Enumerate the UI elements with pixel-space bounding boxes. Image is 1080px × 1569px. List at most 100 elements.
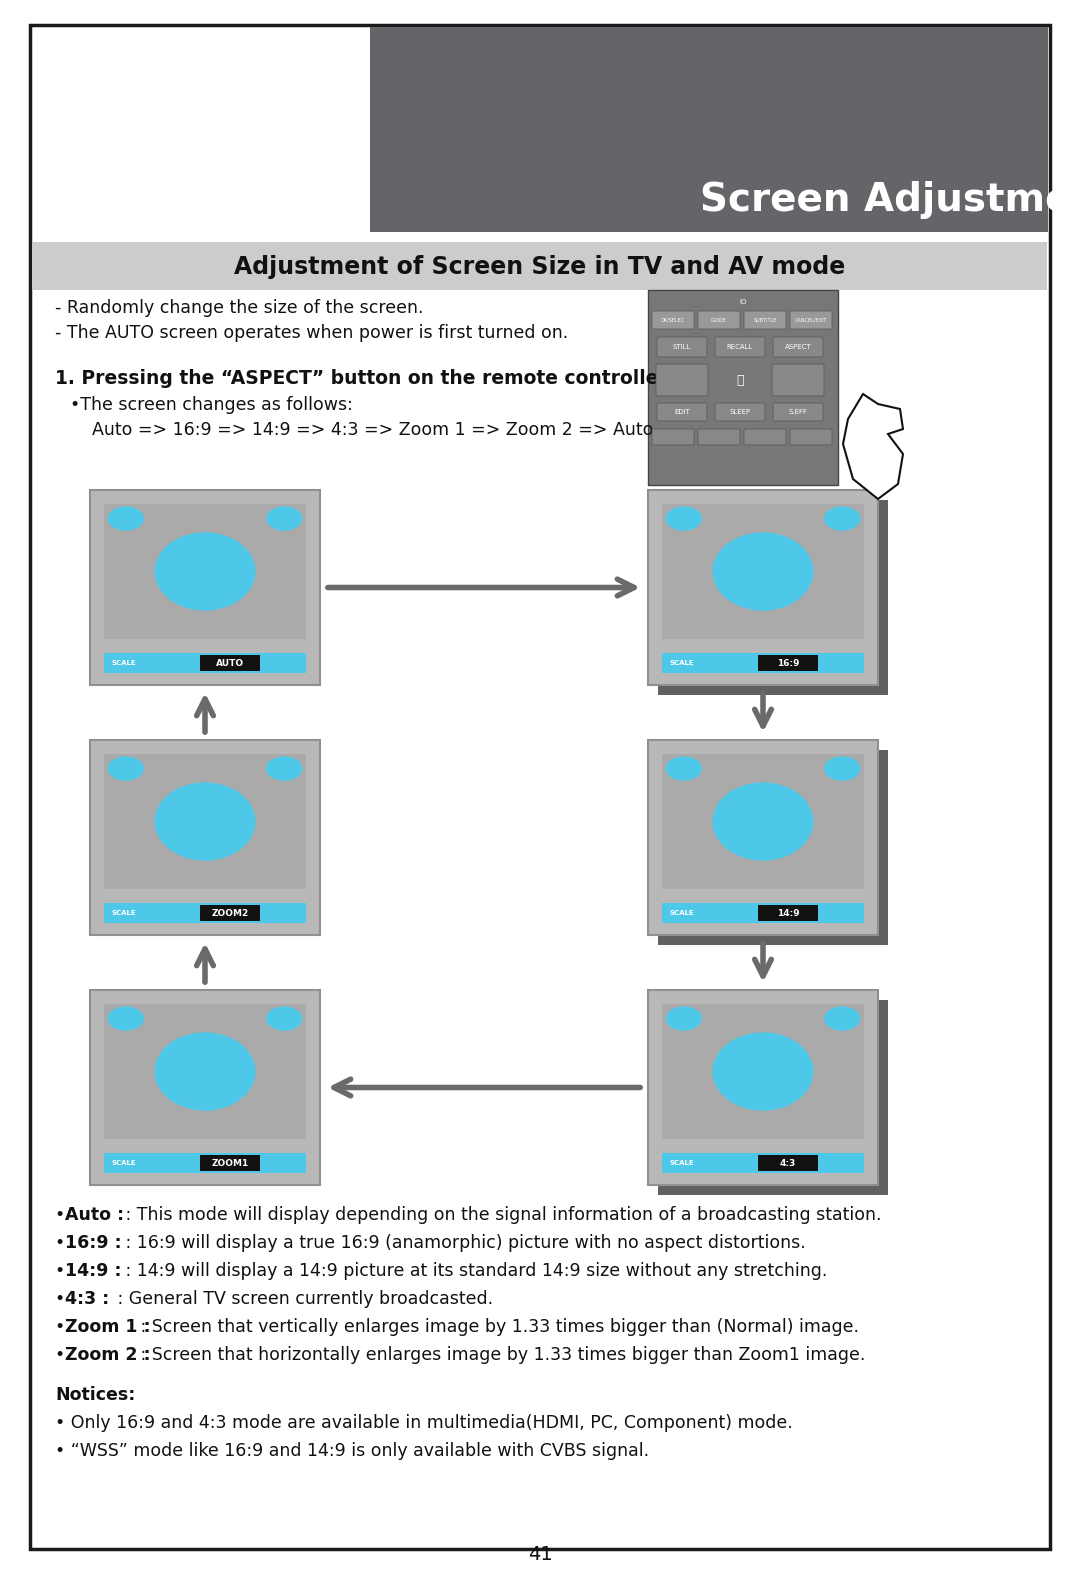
- Text: CANCEL/EXIT: CANCEL/EXIT: [795, 317, 827, 323]
- Ellipse shape: [713, 783, 813, 861]
- Text: OK/SELEC: OK/SELEC: [661, 317, 685, 323]
- Ellipse shape: [824, 756, 861, 781]
- Text: 16:9: 16:9: [777, 659, 799, 667]
- Ellipse shape: [665, 507, 702, 530]
- FancyBboxPatch shape: [656, 364, 708, 395]
- Text: SUBTITLE: SUBTITLE: [754, 317, 777, 323]
- Ellipse shape: [266, 1006, 302, 1031]
- Text: SCALE: SCALE: [670, 661, 694, 665]
- Text: 4:3 :: 4:3 :: [65, 1290, 109, 1309]
- FancyBboxPatch shape: [104, 653, 306, 673]
- Ellipse shape: [713, 532, 813, 610]
- Text: SCALE: SCALE: [112, 910, 137, 916]
- Text: GUIDE: GUIDE: [712, 317, 727, 323]
- Text: IO: IO: [740, 300, 746, 304]
- Text: ⓘ: ⓘ: [737, 373, 744, 386]
- FancyBboxPatch shape: [90, 741, 320, 935]
- Text: - The AUTO screen operates when power is first turned on.: - The AUTO screen operates when power is…: [55, 325, 568, 342]
- Text: : General TV screen currently broadcasted.: : General TV screen currently broadcaste…: [112, 1290, 492, 1309]
- Text: ASPECT: ASPECT: [785, 344, 811, 350]
- FancyBboxPatch shape: [772, 364, 824, 395]
- FancyBboxPatch shape: [90, 990, 320, 1185]
- FancyBboxPatch shape: [657, 337, 707, 358]
- FancyBboxPatch shape: [758, 1155, 818, 1170]
- Text: •The screen changes as follows:: •The screen changes as follows:: [70, 395, 353, 414]
- Ellipse shape: [154, 783, 256, 861]
- FancyBboxPatch shape: [658, 750, 888, 945]
- Ellipse shape: [108, 1006, 144, 1031]
- FancyBboxPatch shape: [30, 25, 1050, 1549]
- FancyBboxPatch shape: [789, 428, 832, 446]
- Text: : 14:9 will display a 14:9 picture at its standard 14:9 size without any stretch: : 14:9 will display a 14:9 picture at it…: [120, 1261, 827, 1280]
- FancyBboxPatch shape: [658, 501, 888, 695]
- Text: ZOOM2: ZOOM2: [212, 908, 248, 918]
- Text: •: •: [55, 1318, 71, 1335]
- FancyBboxPatch shape: [662, 1153, 864, 1174]
- Ellipse shape: [266, 507, 302, 530]
- Ellipse shape: [824, 507, 861, 530]
- FancyBboxPatch shape: [662, 653, 864, 673]
- FancyBboxPatch shape: [104, 504, 306, 639]
- Text: •: •: [55, 1233, 71, 1252]
- FancyBboxPatch shape: [744, 311, 786, 329]
- Text: STILL: STILL: [673, 344, 691, 350]
- Text: : Screen that vertically enlarges image by 1.33 times bigger than (Normal) image: : Screen that vertically enlarges image …: [135, 1318, 860, 1335]
- FancyBboxPatch shape: [33, 242, 1047, 290]
- Text: Zoom 2 :: Zoom 2 :: [65, 1346, 150, 1363]
- Text: 16:9 :: 16:9 :: [65, 1233, 122, 1252]
- FancyBboxPatch shape: [657, 403, 707, 420]
- Text: : 16:9 will display a true 16:9 (anamorphic) picture with no aspect distortions.: : 16:9 will display a true 16:9 (anamorp…: [120, 1233, 806, 1252]
- FancyBboxPatch shape: [652, 311, 694, 329]
- FancyBboxPatch shape: [758, 905, 818, 921]
- FancyBboxPatch shape: [662, 504, 864, 639]
- Text: •: •: [55, 1346, 71, 1363]
- Text: SCALE: SCALE: [670, 1159, 694, 1166]
- Ellipse shape: [665, 756, 702, 781]
- Ellipse shape: [154, 532, 256, 610]
- FancyBboxPatch shape: [648, 990, 878, 1185]
- Text: 1. Pressing the “ASPECT” button on the remote controller.: 1. Pressing the “ASPECT” button on the r…: [55, 369, 672, 388]
- Text: •: •: [55, 1261, 71, 1280]
- FancyBboxPatch shape: [104, 755, 306, 890]
- FancyBboxPatch shape: [715, 337, 765, 358]
- Text: 4:3: 4:3: [780, 1158, 796, 1167]
- FancyBboxPatch shape: [773, 403, 823, 420]
- FancyBboxPatch shape: [715, 403, 765, 420]
- FancyBboxPatch shape: [648, 741, 878, 935]
- Text: Notices:: Notices:: [55, 1385, 135, 1404]
- Text: Screen Adjustment: Screen Adjustment: [700, 180, 1080, 220]
- FancyBboxPatch shape: [104, 1004, 306, 1139]
- Text: 14:9: 14:9: [777, 908, 799, 918]
- Ellipse shape: [266, 756, 302, 781]
- Text: 14:9 :: 14:9 :: [65, 1261, 121, 1280]
- FancyBboxPatch shape: [648, 290, 838, 485]
- Text: SCALE: SCALE: [112, 661, 137, 665]
- FancyBboxPatch shape: [662, 1004, 864, 1139]
- FancyBboxPatch shape: [370, 27, 1048, 232]
- Text: - Randomly change the size of the screen.: - Randomly change the size of the screen…: [55, 300, 423, 317]
- Text: •: •: [55, 1290, 71, 1309]
- Ellipse shape: [108, 507, 144, 530]
- Text: 41: 41: [528, 1545, 552, 1564]
- FancyBboxPatch shape: [758, 654, 818, 672]
- Text: ZOOM1: ZOOM1: [212, 1158, 248, 1167]
- FancyBboxPatch shape: [652, 428, 694, 446]
- FancyBboxPatch shape: [104, 904, 306, 923]
- FancyBboxPatch shape: [90, 490, 320, 686]
- FancyBboxPatch shape: [773, 337, 823, 358]
- Ellipse shape: [108, 756, 144, 781]
- Text: SLEEP: SLEEP: [729, 410, 751, 414]
- Polygon shape: [843, 394, 903, 499]
- Text: • “WSS” mode like 16:9 and 14:9 is only available with CVBS signal.: • “WSS” mode like 16:9 and 14:9 is only …: [55, 1442, 649, 1461]
- Circle shape: [726, 366, 754, 394]
- Text: Adjustment of Screen Size in TV and AV mode: Adjustment of Screen Size in TV and AV m…: [234, 256, 846, 279]
- Text: S.EFF: S.EFF: [788, 410, 808, 414]
- FancyBboxPatch shape: [698, 428, 740, 446]
- Ellipse shape: [713, 1032, 813, 1111]
- Ellipse shape: [665, 1006, 702, 1031]
- FancyBboxPatch shape: [200, 1155, 260, 1170]
- Text: RECALL: RECALL: [727, 344, 753, 350]
- Ellipse shape: [824, 1006, 861, 1031]
- FancyBboxPatch shape: [200, 905, 260, 921]
- Text: Auto => 16:9 => 14:9 => 4:3 => Zoom 1 => Zoom 2 => Auto: Auto => 16:9 => 14:9 => 4:3 => Zoom 1 =>…: [70, 420, 653, 439]
